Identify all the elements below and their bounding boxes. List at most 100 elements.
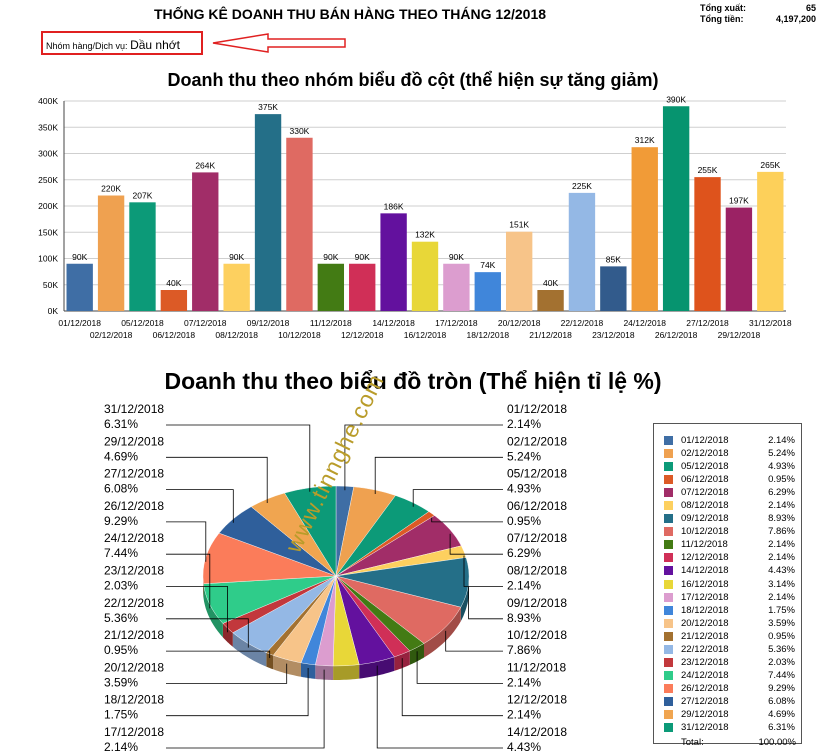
legend-label: 07/12/2018	[681, 487, 729, 499]
pie-label-name: 29/12/2018	[104, 434, 164, 448]
legend-item: 20/12/2018 3.59%	[664, 617, 801, 630]
legend-percent: 2.14%	[768, 435, 795, 447]
bar	[317, 263, 345, 311]
x-tick-label: 01/12/2018	[58, 318, 101, 328]
bar-value-label: 375K	[258, 102, 278, 112]
filter-value: Dầu nhớt	[130, 38, 180, 52]
pie-label-percent: 2.14%	[507, 579, 541, 593]
bar	[411, 241, 439, 311]
y-tick-label: 200K	[38, 201, 58, 211]
pie-label-percent: 6.31%	[104, 417, 138, 431]
legend-percent: 7.44%	[768, 669, 795, 681]
pie-leader-line	[468, 586, 503, 620]
x-tick-label: 24/12/2018	[623, 318, 666, 328]
bar-value-label: 207K	[133, 190, 153, 200]
legend-percent: 2.14%	[768, 539, 795, 551]
legend-label: 06/12/2018	[681, 474, 729, 486]
total-money-label: Tổng tiền:	[699, 14, 744, 24]
legend-swatch	[664, 683, 673, 693]
bar-value-label: 132K	[415, 230, 435, 240]
bar-value-label: 40K	[543, 278, 558, 288]
pie-label-percent: 2.14%	[507, 675, 541, 689]
legend-swatch	[664, 723, 673, 733]
pie-slice-side	[333, 664, 360, 680]
legend-percent: 6.08%	[768, 695, 795, 707]
pie-label-name: 09/12/2018	[507, 596, 567, 610]
x-tick-label: 09/12/2018	[247, 318, 290, 328]
legend-item: 18/12/2018 1.75%	[664, 604, 801, 617]
pie-label-percent: 8.93%	[507, 611, 541, 625]
legend-percent: 1.75%	[768, 604, 795, 616]
legend-percent: 3.59%	[768, 617, 795, 629]
pie-label-name: 22/12/2018	[104, 596, 164, 610]
legend-label: 27/12/2018	[681, 695, 729, 707]
report-title: THỐNG KÊ DOANH THU BÁN HÀNG THEO THÁNG 1…	[153, 6, 547, 22]
bar	[537, 290, 564, 311]
pie-slice-side	[266, 652, 274, 670]
x-tick-label: 14/12/2018	[372, 318, 415, 328]
legend-label: 24/12/2018	[681, 669, 729, 681]
pie-label-percent: 9.29%	[104, 514, 138, 528]
bar-chart-title: Doanh thu theo nhóm biểu đồ cột (thể hiệ…	[167, 70, 659, 90]
legend-item: 11/12/2018 2.14%	[664, 538, 801, 551]
legend-percent: 5.36%	[768, 643, 795, 655]
legend-swatch	[664, 553, 673, 563]
bar	[66, 263, 93, 311]
x-tick-label: 29/12/2018	[718, 330, 761, 340]
bar-value-label: 265K	[760, 160, 780, 170]
pie-label-name: 11/12/2018	[507, 660, 566, 674]
pie-label-percent: 4.43%	[507, 740, 541, 751]
legend-swatch	[664, 501, 673, 511]
legend-swatch	[664, 631, 673, 641]
legend-percent: 4.69%	[768, 709, 795, 720]
bar-value-label: 40K	[166, 278, 181, 288]
x-tick-label: 20/12/2018	[498, 318, 541, 328]
bar-value-label: 90K	[72, 252, 87, 262]
legend-item: 05/12/2018 4.93%	[664, 460, 801, 473]
legend-item: 29/12/2018 4.69%	[664, 708, 801, 721]
pie-leader-line	[166, 586, 229, 633]
legend-swatch	[664, 592, 673, 602]
x-tick-label: 05/12/2018	[121, 318, 164, 328]
pie-leader-line	[166, 424, 311, 492]
bar	[129, 202, 156, 311]
legend-label: 26/12/2018	[681, 682, 729, 694]
bar	[380, 213, 407, 311]
pie-chart: 01/12/20182.14%02/12/20185.24%05/12/2018…	[104, 402, 567, 751]
pie-label-name: 26/12/2018	[104, 499, 164, 513]
legend-percent: 2.14%	[768, 591, 795, 603]
legend-item: 21/12/2018 0.95%	[664, 630, 801, 643]
bar	[725, 207, 753, 311]
pie-label-percent: 2.14%	[104, 740, 138, 751]
pie-label-percent: 2.14%	[507, 708, 541, 722]
y-tick-label: 400K	[38, 96, 58, 106]
legend-swatch	[664, 696, 673, 706]
filter-label: Nhóm hàng/Dịch vụ:	[46, 41, 128, 51]
pie-label-percent: 6.08%	[104, 482, 138, 496]
pie-label-name: 10/12/2018	[507, 628, 567, 642]
legend-item: 17/12/2018 2.14%	[664, 591, 801, 604]
legend-item: 27/12/2018 6.08%	[664, 695, 801, 708]
pie-slice-side	[222, 623, 233, 647]
y-tick-label: 0K	[48, 306, 59, 316]
pie-leader-line	[376, 665, 503, 749]
pie-leader-line	[166, 618, 249, 648]
pie-leader-line	[463, 555, 503, 587]
x-tick-label: 10/12/2018	[278, 330, 321, 340]
legend-label: 22/12/2018	[681, 643, 729, 655]
bar	[192, 172, 219, 311]
pie-label-percent: 7.86%	[507, 643, 541, 657]
bar-value-label: 220K	[101, 184, 121, 194]
legend-percent: 4.93%	[768, 461, 795, 473]
x-tick-label: 27/12/2018	[686, 318, 729, 328]
legend-label: 11/12/2018	[681, 539, 728, 551]
legend-label: 23/12/2018	[681, 656, 729, 668]
legend-label: 01/12/2018	[681, 435, 729, 447]
filter-box: Nhóm hàng/Dịch vụ: Dầu nhớt	[41, 31, 203, 55]
pie-label-name: 31/12/2018	[104, 402, 164, 416]
pie-label-name: 08/12/2018	[507, 564, 567, 578]
pie-label-percent: 5.24%	[507, 449, 541, 463]
bar	[631, 147, 658, 311]
pie-leader-line	[166, 521, 207, 562]
legend-item: 02/12/2018 5.24%	[664, 447, 801, 460]
